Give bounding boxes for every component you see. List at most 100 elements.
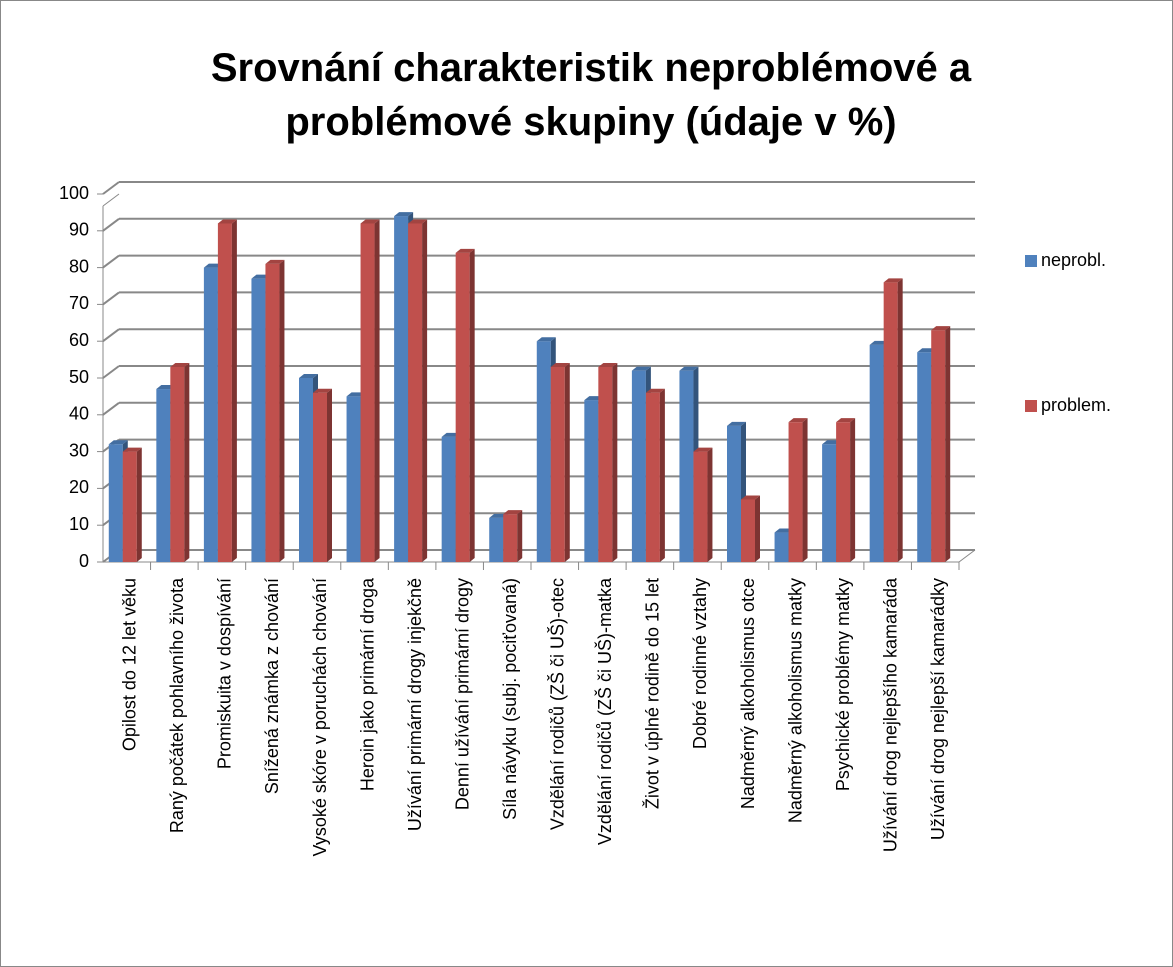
bar	[536, 341, 551, 562]
bar	[550, 366, 565, 562]
bar-side	[279, 259, 285, 562]
bar-top	[741, 495, 760, 500]
bar	[631, 370, 646, 562]
bar	[645, 392, 660, 562]
bar-top	[931, 326, 951, 331]
bar	[203, 267, 218, 562]
bar-side	[612, 362, 618, 562]
bar-top	[883, 278, 903, 283]
bar-top	[631, 366, 651, 371]
bar	[869, 344, 884, 562]
bar	[313, 392, 327, 562]
axis-line	[102, 193, 120, 207]
bar-side	[945, 326, 951, 562]
bar-side	[755, 495, 760, 562]
bar-side	[517, 510, 523, 562]
bar	[441, 436, 456, 562]
bar-top	[313, 388, 332, 393]
bar	[503, 514, 518, 562]
x-tick-label: Psychické problémy matky	[833, 578, 853, 791]
y-tick-label: 50	[69, 367, 89, 387]
bar	[584, 400, 599, 562]
legend-swatch	[1025, 255, 1037, 267]
bar-top	[693, 447, 713, 452]
x-tick-label: Snížená známka z chování	[262, 578, 282, 794]
bar-top	[727, 421, 746, 426]
bar-side	[802, 418, 808, 562]
grid-line	[102, 401, 120, 416]
x-tick-label: Užívání drog nejlepšího kamaráda	[880, 577, 900, 852]
bar-side	[136, 447, 142, 562]
bar	[394, 216, 409, 562]
grid-line	[102, 254, 120, 269]
axis-line	[958, 549, 976, 563]
x-tick-label: Dobré rodinné vztahy	[690, 578, 710, 749]
chart-title: Srovnání charakteristik neproblémové a p…	[210, 46, 972, 144]
bar	[108, 444, 123, 562]
bar	[455, 252, 470, 562]
legend-label: problem.	[1041, 395, 1111, 415]
legend-swatch	[1025, 400, 1037, 412]
bar-top	[836, 418, 856, 423]
y-tick-label: 80	[69, 256, 89, 276]
y-tick-label: 20	[69, 477, 89, 497]
bar	[727, 425, 741, 562]
bar	[122, 451, 137, 562]
grid-line	[102, 181, 120, 195]
bar	[217, 223, 232, 562]
bar	[788, 422, 803, 562]
grid-line	[102, 218, 120, 232]
bar-side	[897, 278, 903, 562]
bar	[917, 352, 932, 562]
bar	[156, 389, 171, 562]
x-tick-label: Vzdělání rodičů (ZŠ či UŠ)-matka	[594, 577, 615, 845]
bar	[836, 422, 851, 562]
x-tick-label: Užívání primární drogy injekčně	[405, 578, 425, 831]
bar-side	[374, 219, 380, 562]
bar	[822, 444, 837, 562]
bar-side	[707, 447, 713, 562]
x-tick-label: Život v úplné rodině do 15 let	[643, 578, 663, 809]
y-tick-label: 0	[79, 551, 89, 571]
x-tick-label: Síla návyku (subj. pociťovaná)	[500, 578, 520, 820]
grid-line	[102, 365, 120, 379]
bar-side	[327, 388, 332, 562]
bar-side	[564, 362, 570, 562]
x-tick-label: Nadměrný alkoholismus otce	[738, 578, 758, 809]
bar	[598, 366, 613, 562]
bar	[346, 396, 361, 562]
x-tick-label: Denní užívání primární drogy	[452, 578, 472, 810]
bar-top	[122, 447, 142, 452]
bar	[883, 282, 898, 562]
bar-top	[503, 510, 523, 515]
bar-side	[850, 418, 856, 562]
bar	[774, 532, 789, 562]
grid-line	[102, 291, 120, 306]
bar-top	[360, 219, 380, 224]
x-tick-label: Raný počátek pohlavního života	[167, 577, 187, 833]
bar	[170, 366, 185, 562]
bar-top	[170, 362, 190, 367]
bar	[265, 263, 280, 562]
bar	[679, 370, 694, 562]
bar-side	[184, 362, 190, 562]
x-tick-label: Opilost do 12 let věku	[120, 578, 140, 751]
bar-top	[536, 337, 556, 342]
bar-top	[394, 212, 414, 217]
bar	[489, 517, 504, 562]
x-tick-label: Heroin jako primární droga	[357, 577, 377, 791]
bar	[741, 499, 755, 562]
x-tick-label: Promiskuita v dospívání	[215, 578, 235, 769]
y-tick-label: 100	[59, 183, 89, 203]
bar-top	[108, 440, 128, 445]
bar-top	[408, 219, 428, 224]
bar-side	[422, 219, 428, 562]
bar-top	[455, 248, 475, 253]
bar-side	[231, 219, 237, 562]
x-tick-label: Nadměrný alkoholismus matky	[785, 578, 805, 823]
y-tick-label: 30	[69, 440, 89, 460]
grid-line	[102, 328, 120, 343]
y-tick-label: 40	[69, 404, 89, 424]
bar-top	[645, 388, 665, 393]
x-tick-label: Užívání drog nejlepší kamarádky	[928, 578, 948, 840]
